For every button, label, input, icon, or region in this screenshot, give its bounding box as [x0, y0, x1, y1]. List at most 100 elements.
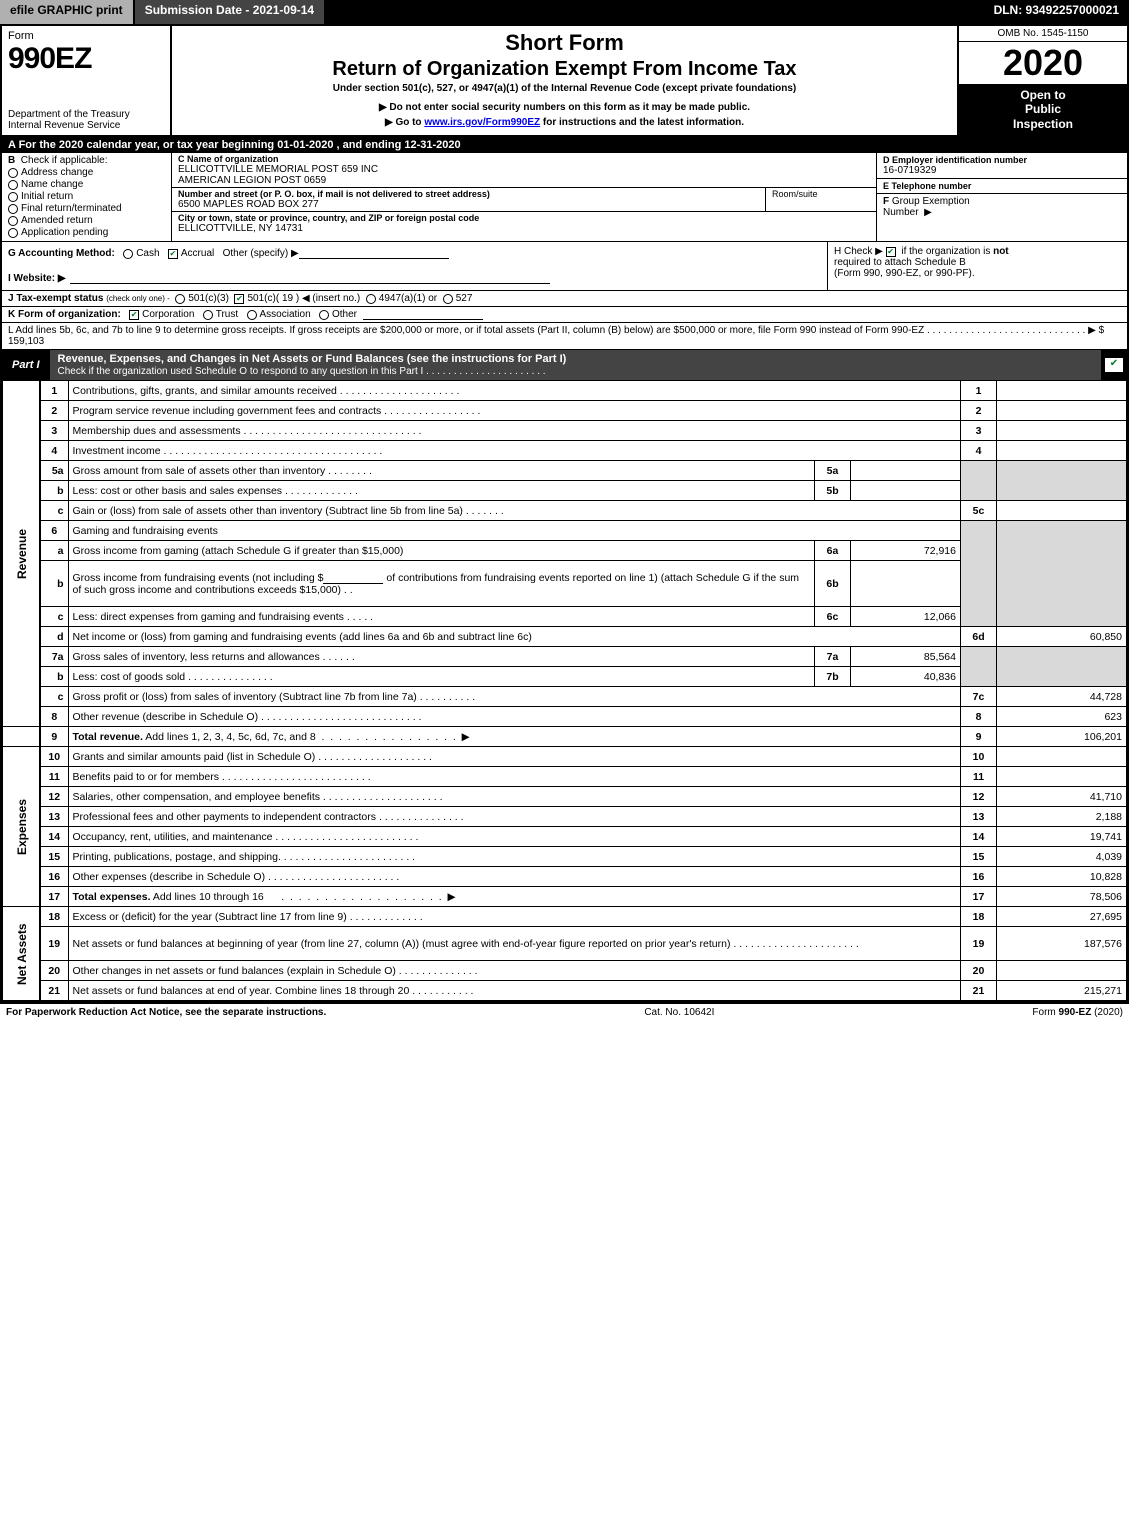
table-row: 15Printing, publications, postage, and s… [3, 847, 1127, 867]
other-specify-input[interactable] [299, 248, 449, 259]
part-1-table: Revenue 1 Contributions, gifts, grants, … [2, 380, 1127, 1001]
val-6d: 60,850 [997, 627, 1127, 647]
revenue-side-label: Revenue [3, 381, 41, 727]
cash-radio[interactable] [123, 249, 133, 259]
6b-contrib-input[interactable] [323, 573, 383, 584]
table-row: bLess: cost of goods sold . . . . . . . … [3, 667, 1127, 687]
table-row: 17Total expenses. Add lines 10 through 1… [3, 887, 1127, 907]
group-exemption-block: F Group ExemptionNumber ▶ [877, 194, 1127, 241]
j-4947-radio[interactable] [366, 294, 376, 304]
paperwork-notice: For Paperwork Reduction Act Notice, see … [6, 1007, 326, 1018]
k-other-radio[interactable] [319, 310, 329, 320]
cb-amended-return[interactable]: Amended return [8, 215, 165, 226]
street-block: Number and street (or P. O. box, if mail… [172, 188, 766, 211]
header-right: OMB No. 1545-1150 2020 Open to Public In… [957, 26, 1127, 135]
city-label: City or town, state or province, country… [178, 213, 870, 223]
k-other-input[interactable] [363, 309, 483, 320]
street-value: 6500 MAPLES ROAD BOX 277 [178, 199, 759, 210]
street-row: Number and street (or P. O. box, if mail… [172, 188, 876, 212]
table-row: 19Net assets or fund balances at beginni… [3, 927, 1127, 961]
section-d-e-f: D Employer identification number 16-0719… [877, 153, 1127, 241]
table-row: 13Professional fees and other payments t… [3, 807, 1127, 827]
b-header: B B Check if applicable:Check if applica… [8, 155, 165, 166]
form-word: Form [8, 30, 164, 42]
part-1-title: Revenue, Expenses, and Changes in Net As… [50, 350, 1101, 380]
schedule-b-checkbox[interactable] [886, 247, 896, 257]
accrual-checkbox[interactable] [168, 249, 178, 259]
org-name-label: C Name of organization [178, 154, 870, 164]
section-b-checkboxes: B B Check if applicable:Check if applica… [2, 153, 172, 241]
table-row: 4Investment income . . . . . . . . . . .… [3, 441, 1127, 461]
val-14: 19,741 [997, 827, 1127, 847]
dln-label: DLN: 93492257000021 [984, 0, 1129, 24]
part-1-tag: Part I [2, 356, 50, 374]
table-row: cGain or (loss) from sale of assets othe… [3, 501, 1127, 521]
k-trust-radio[interactable] [203, 310, 213, 320]
top-bar: efile GRAPHIC print Submission Date - 20… [0, 0, 1129, 24]
street-label: Number and street (or P. O. box, if mail… [178, 189, 759, 199]
goto-post: for instructions and the latest informat… [540, 117, 744, 128]
line-k: K Form of organization: Corporation Trus… [2, 307, 1127, 323]
k-corporation-cb[interactable] [129, 310, 139, 320]
room-label: Room/suite [772, 189, 818, 199]
return-title: Return of Organization Exempt From Incom… [180, 58, 949, 81]
j-501c3-radio[interactable] [175, 294, 185, 304]
k-association-radio[interactable] [247, 310, 257, 320]
cb-name-change[interactable]: Name change [8, 179, 165, 190]
part-1-header: Part I Revenue, Expenses, and Changes in… [2, 350, 1127, 380]
table-row: 3Membership dues and assessments . . . .… [3, 421, 1127, 441]
form-ref: Form 990-EZ (2020) [1032, 1007, 1123, 1018]
short-form-title: Short Form [180, 30, 949, 56]
table-row: cGross profit or (loss) from sales of in… [3, 687, 1127, 707]
net-assets-side-label: Net Assets [3, 907, 41, 1001]
table-row: 5aGross amount from sale of assets other… [3, 461, 1127, 481]
website-input[interactable] [70, 273, 550, 284]
table-row: 2Program service revenue including gover… [3, 401, 1127, 421]
header-left: Form 990EZ Department of the Treasury In… [2, 26, 172, 135]
val-21: 215,271 [997, 981, 1127, 1001]
cb-address-change[interactable]: Address change [8, 167, 165, 178]
val-15: 4,039 [997, 847, 1127, 867]
tax-year: 2020 [959, 42, 1127, 84]
val-7c: 44,728 [997, 687, 1127, 707]
ein-value: 16-0719329 [883, 165, 1121, 176]
val-13: 2,188 [997, 807, 1127, 827]
cb-application-pending[interactable]: Application pending [8, 227, 165, 238]
table-row: aGross income from gaming (attach Schedu… [3, 541, 1127, 561]
org-name-1: ELLICOTTVILLE MEMORIAL POST 659 INC [178, 164, 870, 175]
city-value: ELLICOTTVILLE, NY 14731 [178, 223, 870, 234]
submission-date-label: Submission Date - 2021-09-14 [135, 0, 326, 24]
phone-block: E Telephone number [877, 179, 1127, 194]
table-row: 8Other revenue (describe in Schedule O) … [3, 707, 1127, 727]
cb-initial-return[interactable]: Initial return [8, 191, 165, 202]
j-527-radio[interactable] [443, 294, 453, 304]
form-number: 990EZ [8, 42, 164, 76]
org-name-block: C Name of organization ELLICOTTVILLE MEM… [172, 153, 876, 188]
irs-link[interactable]: www.irs.gov/Form990EZ [424, 117, 540, 128]
table-row: 14Occupancy, rent, utilities, and mainte… [3, 827, 1127, 847]
j-501c-checkbox[interactable] [234, 294, 244, 304]
line-g: G Accounting Method: Cash Accrual Other … [8, 248, 821, 259]
line-i: I Website: ▶ [8, 273, 821, 284]
val-17: 78,506 [997, 887, 1127, 907]
omb-number: OMB No. 1545-1150 [959, 26, 1127, 42]
expenses-side-label: Expenses [3, 747, 41, 907]
info-grid: B B Check if applicable:Check if applica… [2, 153, 1127, 242]
val-7b: 40,836 [851, 667, 961, 687]
val-19: 187,576 [997, 927, 1127, 961]
ein-label: D Employer identification number [883, 155, 1121, 165]
table-row: Net Assets 18Excess or (deficit) for the… [3, 907, 1127, 927]
room-suite-block: Room/suite [766, 188, 876, 211]
section-c-org-info: C Name of organization ELLICOTTVILLE MEM… [172, 153, 877, 241]
part-1-schedule-o-checkbox[interactable]: ✔ [1105, 358, 1123, 372]
ssn-warning: ▶ Do not enter social security numbers o… [180, 102, 949, 113]
page-footer: For Paperwork Reduction Act Notice, see … [0, 1003, 1129, 1021]
table-row: 9Total revenue. Total revenue. Add lines… [3, 727, 1127, 747]
cb-final-return[interactable]: Final return/terminated [8, 203, 165, 214]
table-row: 21Net assets or fund balances at end of … [3, 981, 1127, 1001]
val-7a: 85,564 [851, 647, 961, 667]
efile-print-button[interactable]: efile GRAPHIC print [0, 0, 135, 24]
val-9: 106,201 [997, 727, 1127, 747]
table-row: 20Other changes in net assets or fund ba… [3, 961, 1127, 981]
open-to-public-inspection: Open to Public Inspection [959, 84, 1127, 135]
